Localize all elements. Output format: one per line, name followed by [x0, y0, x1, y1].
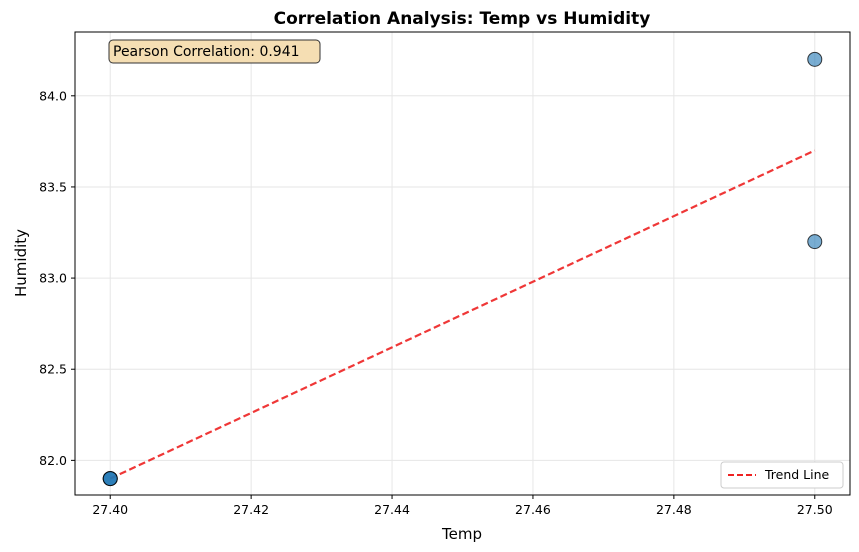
x-tick-label: 27.44	[374, 502, 410, 517]
scatter-point	[102, 471, 118, 487]
x-tick-label: 27.46	[515, 502, 551, 517]
grid	[75, 32, 850, 495]
y-tick-label: 84.0	[39, 88, 67, 103]
annotation-background	[108, 39, 321, 64]
data-points	[102, 51, 823, 487]
x-tick-label: 27.42	[233, 502, 269, 517]
trend-line	[109, 149, 816, 480]
y-tick-label: 83.5	[39, 179, 67, 194]
y-tick-label: 82.5	[39, 362, 67, 377]
y-axis-label: Humidity	[12, 229, 30, 297]
y-ticks: 82.0 82.5 83.0 83.5 84.0	[39, 88, 75, 468]
y-tick-label: 83.0	[39, 271, 67, 286]
annotation-box: Pearson Correlation: 0.941	[108, 39, 321, 64]
plot-frame	[74, 31, 851, 496]
annotation-text: Pearson Correlation: 0.941	[113, 44, 300, 60]
y-tick-label: 82.0	[39, 453, 67, 468]
legend: Trend Line	[720, 461, 844, 489]
scatter-point	[807, 51, 823, 67]
scatter-point	[807, 234, 823, 250]
x-ticks: 27.40 27.42 27.44 27.46 27.48 27.50	[92, 495, 833, 517]
x-tick-label: 27.48	[656, 502, 692, 517]
chart-title: Correlation Analysis: Temp vs Humidity	[274, 9, 651, 29]
legend-box	[720, 461, 844, 489]
trend-line-layer	[109, 149, 816, 480]
x-tick-label: 27.50	[797, 502, 833, 517]
x-axis-label: Temp	[441, 525, 482, 543]
legend-trend-label: Trend Line	[764, 467, 830, 482]
x-tick-label: 27.40	[92, 502, 128, 517]
